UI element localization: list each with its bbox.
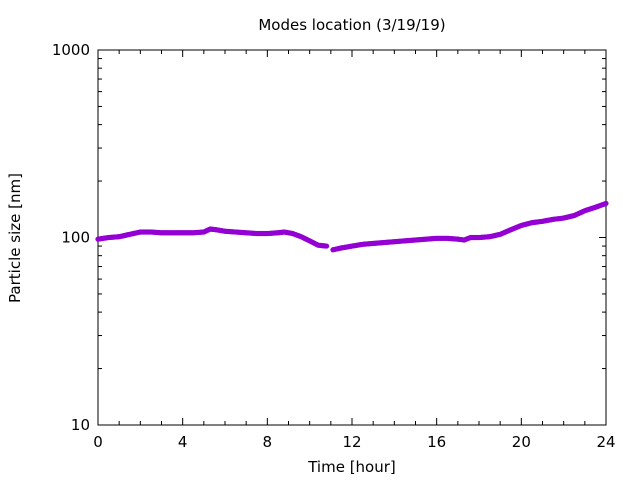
axis-tick-labels: 0 4 8 12 16 20 24 10 100 1000 — [52, 41, 616, 451]
plot-frame — [97, 49, 607, 426]
x-axis-label: Time [hour] — [307, 458, 396, 476]
chart-title: Modes location (3/19/19) — [258, 16, 445, 34]
y-axis-label: Particle size [nm] — [6, 173, 24, 303]
x-tick-label: 0 — [93, 433, 103, 451]
x-tick-label: 12 — [342, 433, 361, 451]
axis-ticks — [97, 49, 607, 426]
x-tick-label: 8 — [263, 433, 273, 451]
data-point — [603, 200, 609, 207]
y-tick-label: 1000 — [52, 41, 90, 59]
x-tick-label: 24 — [596, 433, 615, 451]
data-series — [95, 200, 609, 253]
x-tick-label: 16 — [427, 433, 446, 451]
y-tick-label: 100 — [61, 229, 90, 247]
y-tick-label: 10 — [71, 416, 90, 434]
data-point — [324, 243, 330, 249]
x-tick-label: 4 — [178, 433, 188, 451]
x-tick-label: 20 — [512, 433, 531, 451]
